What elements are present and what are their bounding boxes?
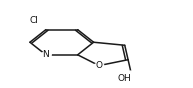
Circle shape	[117, 75, 132, 82]
Text: N: N	[42, 50, 49, 59]
Circle shape	[129, 71, 133, 73]
Text: OH: OH	[118, 74, 131, 83]
Circle shape	[94, 63, 104, 68]
Circle shape	[40, 52, 51, 57]
Circle shape	[27, 17, 41, 23]
Text: O: O	[96, 61, 102, 70]
Text: Cl: Cl	[30, 16, 38, 25]
